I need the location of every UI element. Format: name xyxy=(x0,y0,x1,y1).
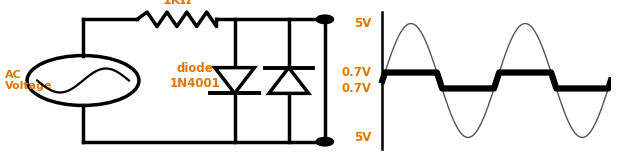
Text: 5V: 5V xyxy=(354,17,371,30)
Text: diode
1N4001: diode 1N4001 xyxy=(170,62,220,90)
Circle shape xyxy=(317,138,333,145)
Polygon shape xyxy=(215,68,254,93)
Text: 0.7V: 0.7V xyxy=(341,66,371,79)
Text: 1KΩ: 1KΩ xyxy=(162,0,191,7)
Text: AC
Voltage: AC Voltage xyxy=(6,70,53,91)
Polygon shape xyxy=(269,68,308,93)
Text: 0.7V: 0.7V xyxy=(341,82,371,95)
Circle shape xyxy=(317,16,333,23)
Text: 5V: 5V xyxy=(354,131,371,144)
